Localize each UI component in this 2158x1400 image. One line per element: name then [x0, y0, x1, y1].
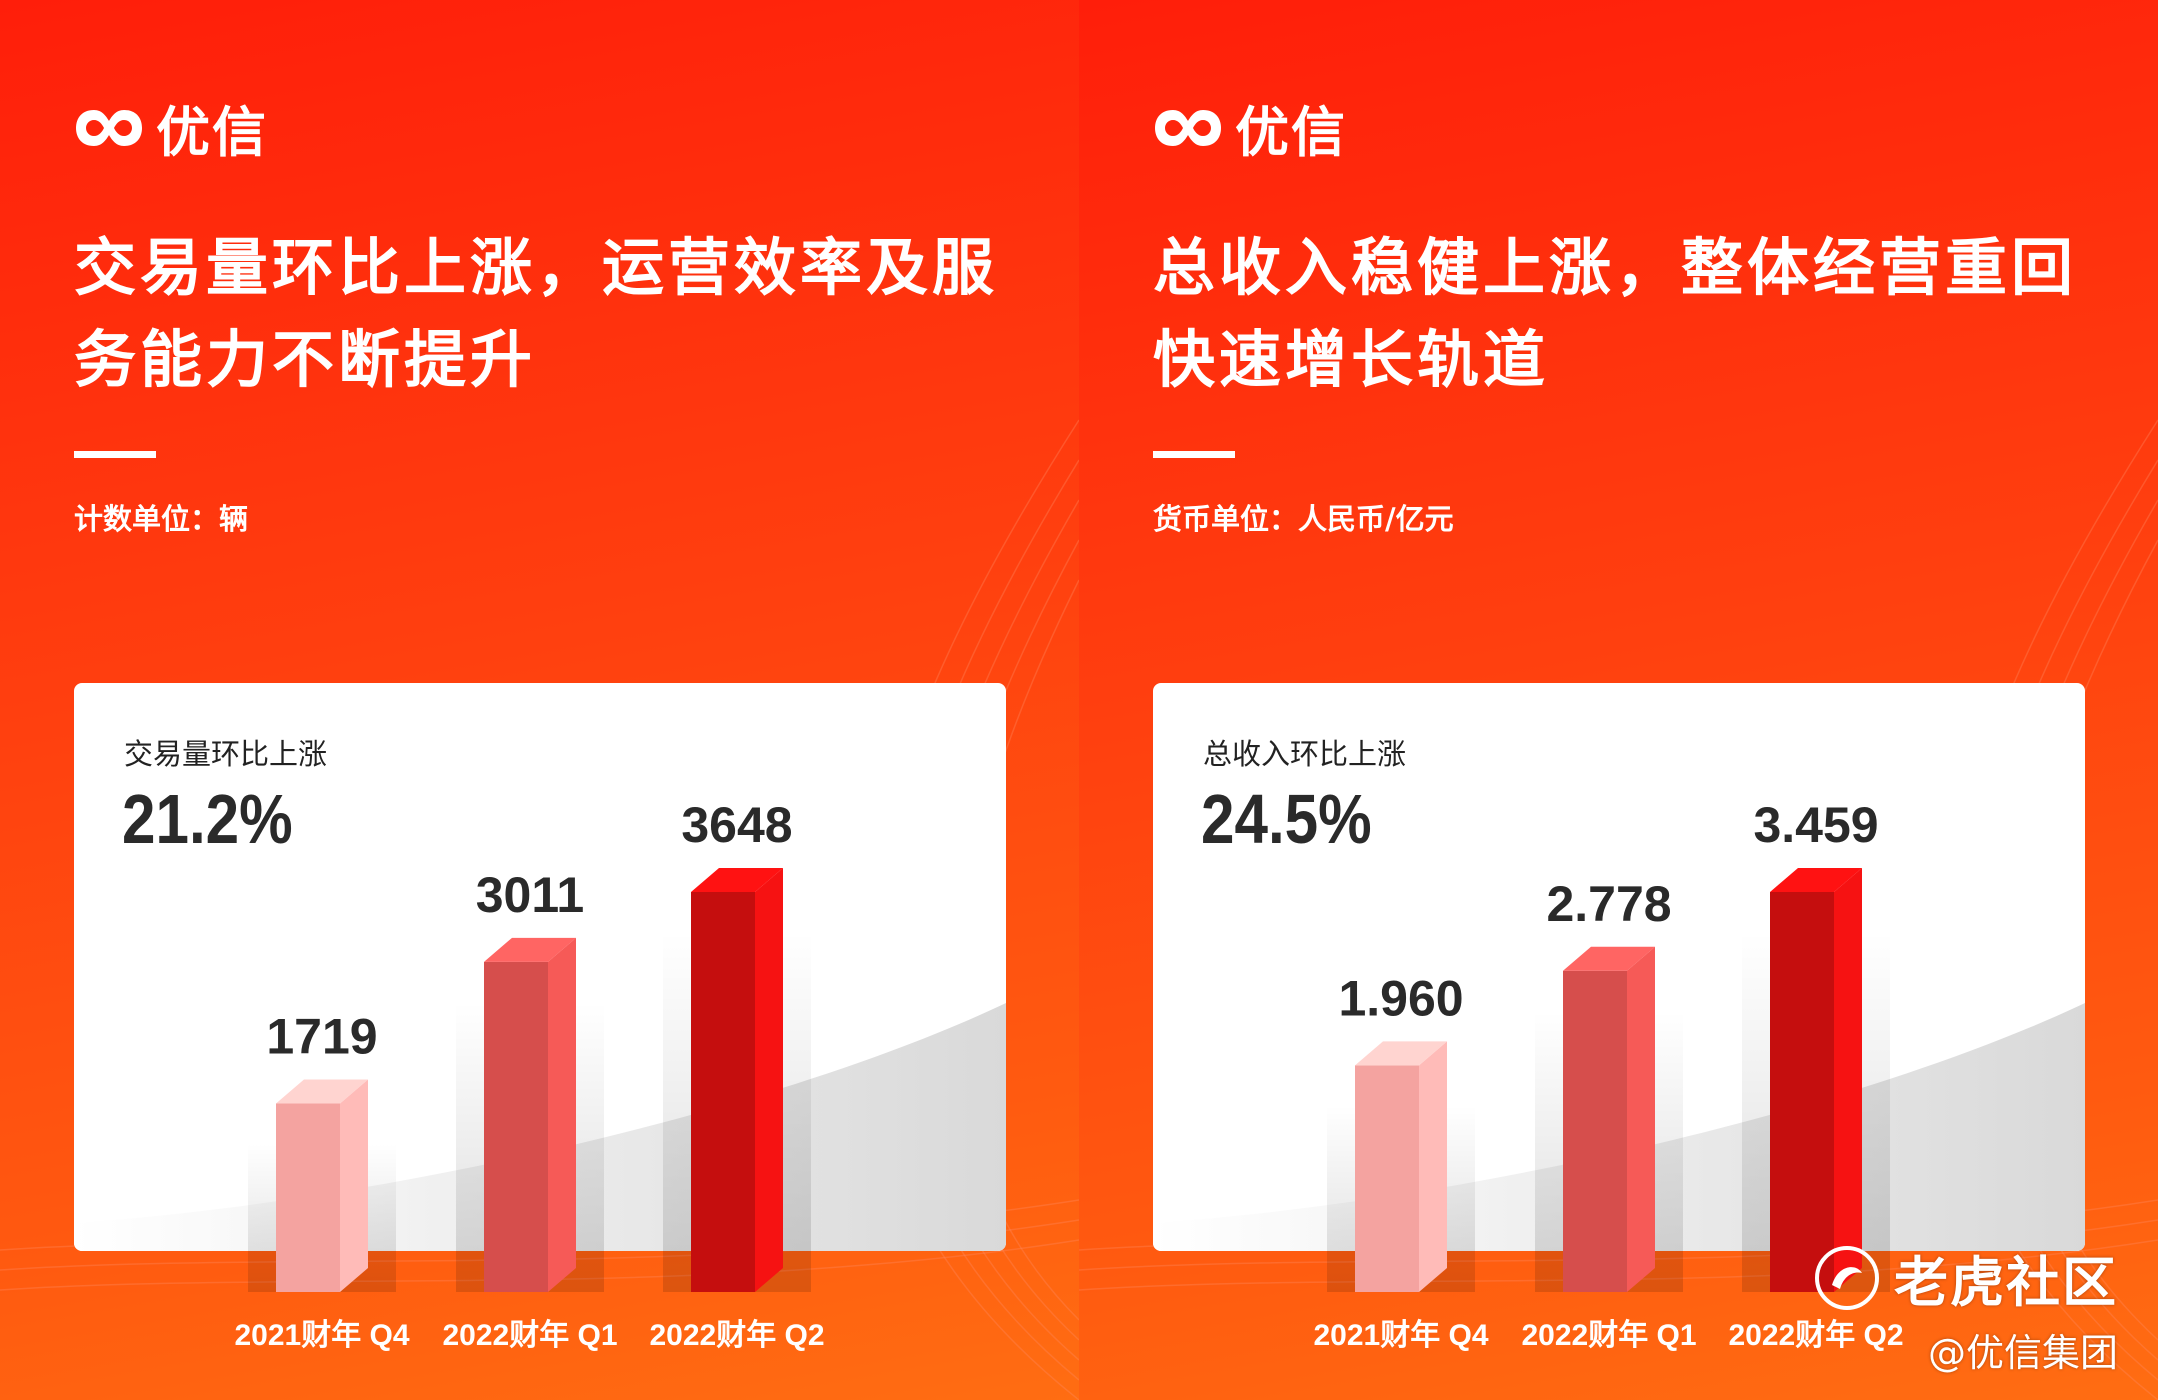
panel-total-revenue: 优信 总收入稳健上涨，整体经营重回 快速增长轨道 货币单位：人民币/亿元 总收入… — [1079, 0, 2158, 1400]
kpi-label: 总收入环比上涨 — [1203, 737, 1407, 771]
brand-logo: 优信 — [1153, 88, 1347, 167]
author-handle[interactable]: @优信集团 — [1927, 1331, 2118, 1375]
divider-rule — [74, 451, 156, 458]
youxin-logo-icon — [76, 109, 142, 146]
youxin-logo-icon — [1155, 109, 1221, 146]
headline: 交易量环比上涨，运营效率及服 务能力不断提升 — [74, 222, 1034, 406]
kpi-card: 总收入环比上涨 24.5% — [1153, 683, 2085, 1251]
kpi-value: 24.5% — [1201, 780, 1372, 858]
brand-name: 优信 — [156, 101, 268, 164]
kpi-card: 交易量环比上涨 21.2% — [74, 683, 1006, 1251]
unit-label: 货币单位：人民币/亿元 — [1153, 502, 1454, 536]
kpi-label: 交易量环比上涨 — [124, 737, 328, 771]
headline-line-2: 快速增长轨道 — [1153, 323, 1550, 396]
headline-line-1: 交易量环比上涨，运营效率及服 — [74, 231, 999, 304]
headline: 总收入稳健上涨，整体经营重回 快速增长轨道 — [1153, 222, 2113, 406]
kpi-value: 21.2% — [122, 780, 293, 858]
watermark: 老虎社区 — [1814, 1238, 2118, 1317]
divider-rule — [1153, 451, 1235, 458]
brand-name: 优信 — [1235, 101, 1347, 164]
watermark-text: 老虎社区 — [1894, 1251, 2118, 1314]
headline-line-1: 总收入稳健上涨，整体经营重回 — [1153, 231, 2078, 304]
unit-label: 计数单位：辆 — [74, 502, 249, 536]
panel-transaction-volume: 优信 交易量环比上涨，运营效率及服 务能力不断提升 计数单位：辆 交易量环比上涨… — [0, 0, 1079, 1400]
brand-logo: 优信 — [74, 88, 268, 167]
tiger-community-icon — [1815, 1245, 1879, 1310]
headline-line-2: 务能力不断提升 — [74, 323, 537, 396]
